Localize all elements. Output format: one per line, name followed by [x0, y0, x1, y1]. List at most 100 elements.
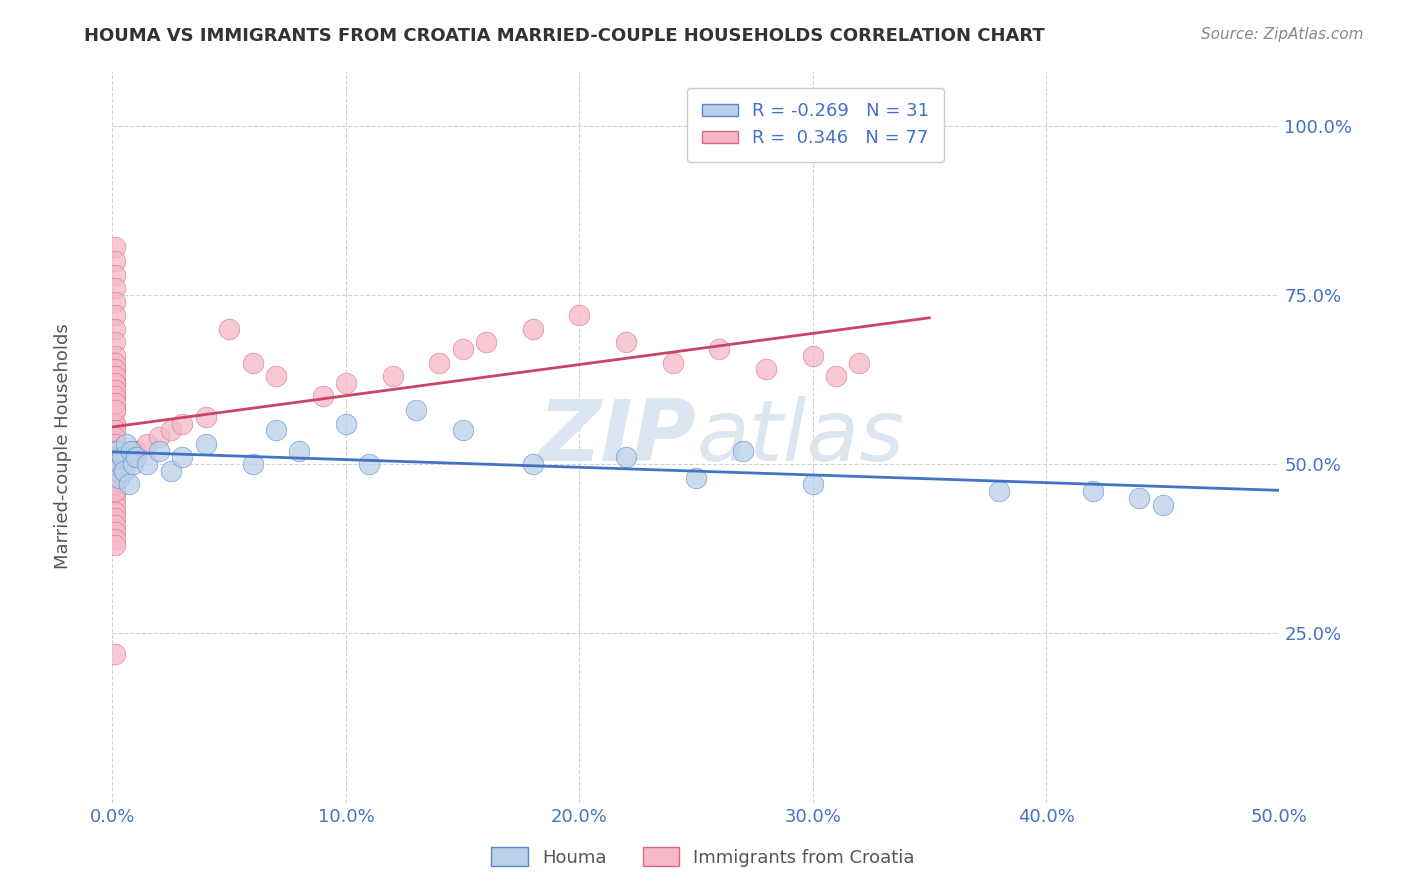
Point: [104, 443, 127, 458]
Point: [115, 437, 138, 451]
Point: [104, 477, 127, 491]
Point: [148, 443, 170, 458]
Point: [1152, 498, 1174, 512]
Point: [104, 389, 127, 403]
Point: [172, 417, 194, 431]
Point: [104, 437, 127, 451]
Point: [709, 342, 731, 356]
Point: [104, 471, 127, 485]
Point: [475, 335, 498, 350]
Point: [801, 477, 824, 491]
Point: [104, 511, 127, 525]
Point: [359, 457, 381, 471]
Point: [104, 450, 127, 465]
Point: [522, 457, 544, 471]
Point: [160, 423, 183, 437]
Point: [335, 417, 357, 431]
Point: [988, 484, 1011, 499]
Point: [108, 471, 131, 485]
Point: [104, 457, 127, 471]
Point: [125, 450, 148, 465]
Text: Source: ZipAtlas.com: Source: ZipAtlas.com: [1201, 27, 1364, 42]
Point: [104, 403, 127, 417]
Point: [104, 498, 127, 512]
Point: [104, 369, 127, 384]
Point: [104, 383, 127, 397]
Point: [104, 457, 127, 471]
Point: [104, 524, 127, 539]
Point: [661, 355, 683, 369]
Point: [104, 362, 127, 376]
Text: atlas: atlas: [696, 395, 904, 479]
Point: [104, 355, 127, 369]
Point: [104, 417, 127, 431]
Point: [104, 464, 127, 478]
Point: [614, 450, 637, 465]
Point: [104, 240, 127, 254]
Point: [614, 335, 637, 350]
Point: [451, 423, 474, 437]
Point: [104, 376, 127, 390]
Point: [451, 342, 474, 356]
Point: [1081, 484, 1104, 499]
Point: [104, 308, 127, 322]
Point: [104, 376, 127, 390]
Point: [801, 349, 824, 363]
Point: [104, 430, 127, 444]
Point: [104, 396, 127, 410]
Point: [194, 409, 217, 424]
Point: [118, 477, 141, 491]
Text: Married-couple Households: Married-couple Households: [55, 323, 72, 569]
Point: [194, 437, 217, 451]
Point: [427, 355, 450, 369]
Point: [264, 369, 287, 384]
Point: [104, 484, 127, 499]
Point: [825, 369, 848, 384]
Point: [104, 281, 127, 295]
Point: [104, 477, 127, 491]
Point: [104, 538, 127, 552]
Point: [568, 308, 591, 322]
Point: [120, 443, 142, 458]
Point: [381, 369, 404, 384]
Point: [136, 457, 159, 471]
Point: [311, 389, 333, 403]
Legend: Houma, Immigrants from Croatia: Houma, Immigrants from Croatia: [484, 840, 922, 874]
Point: [172, 450, 194, 465]
Point: [112, 457, 135, 471]
Point: [848, 355, 870, 369]
Point: [104, 471, 127, 485]
Point: [104, 518, 127, 533]
Point: [242, 355, 264, 369]
Point: [104, 450, 127, 465]
Point: [242, 457, 264, 471]
Point: [104, 294, 127, 309]
Point: [104, 430, 127, 444]
Point: [111, 450, 134, 465]
Point: [335, 376, 357, 390]
Point: [104, 443, 127, 458]
Point: [122, 457, 145, 471]
Point: [104, 335, 127, 350]
Point: [104, 417, 127, 431]
Point: [104, 505, 127, 519]
Point: [104, 362, 127, 376]
Text: ZIP: ZIP: [538, 395, 696, 479]
Point: [685, 471, 707, 485]
Point: [112, 464, 135, 478]
Point: [104, 423, 127, 437]
Point: [104, 268, 127, 282]
Point: [160, 464, 183, 478]
Point: [405, 403, 427, 417]
Point: [104, 647, 127, 661]
Point: [104, 491, 127, 505]
Point: [264, 423, 287, 437]
Point: [731, 443, 754, 458]
Point: [1128, 491, 1150, 505]
Point: [522, 322, 544, 336]
Point: [104, 464, 127, 478]
Point: [104, 484, 127, 499]
Point: [122, 443, 145, 458]
Point: [104, 389, 127, 403]
Point: [125, 443, 148, 458]
